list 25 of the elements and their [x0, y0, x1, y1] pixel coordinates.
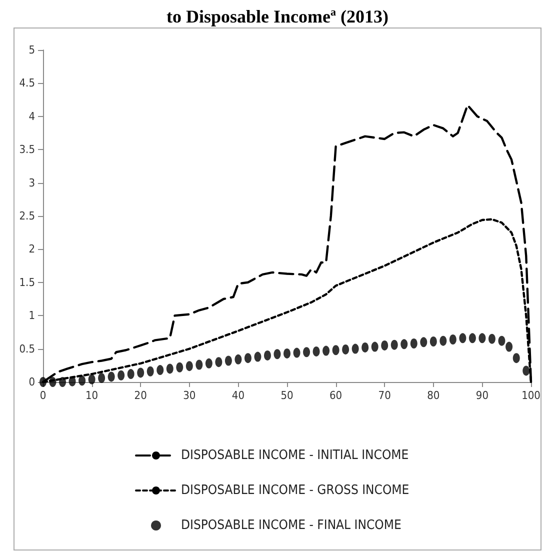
y-tick-label: 4 — [28, 110, 35, 123]
legend-label: DISPOSABLE INCOME - INITIAL INCOME — [181, 448, 409, 463]
y-tick-label: 2.5 — [19, 210, 35, 222]
x-tick-label: 100 — [522, 389, 540, 402]
x-tick-label: 50 — [280, 389, 294, 402]
legend-label: DISPOSABLE INCOME - GROSS INCOME — [181, 483, 410, 498]
y-tick-label: 3 — [28, 176, 35, 190]
x-tick-label: 10 — [86, 389, 98, 402]
x-tick-label: 40 — [232, 389, 244, 402]
y-tick-label: 2 — [28, 242, 35, 256]
x-tick-label: 80 — [427, 389, 440, 402]
x-tick-label: 0 — [40, 389, 46, 402]
x-tick-label: 30 — [183, 389, 196, 402]
y-tick-label: 5 — [28, 44, 35, 56]
x-tick-label: 70 — [378, 389, 391, 402]
y-tick-label: 1 — [28, 309, 35, 322]
x-tick-label: 90 — [476, 389, 488, 402]
x-tick-label: 20 — [134, 389, 147, 402]
legend-label: DISPOSABLE INCOME - FINAL INCOME — [181, 518, 402, 533]
y-tick-label: 3.5 — [19, 143, 35, 156]
y-tick-label: 0.5 — [19, 342, 35, 356]
x-tick-label: 60 — [330, 389, 342, 402]
y-tick-label: 0 — [28, 376, 35, 388]
y-tick-label: 4.5 — [19, 76, 35, 90]
y-tick-label: 1.5 — [19, 276, 35, 289]
